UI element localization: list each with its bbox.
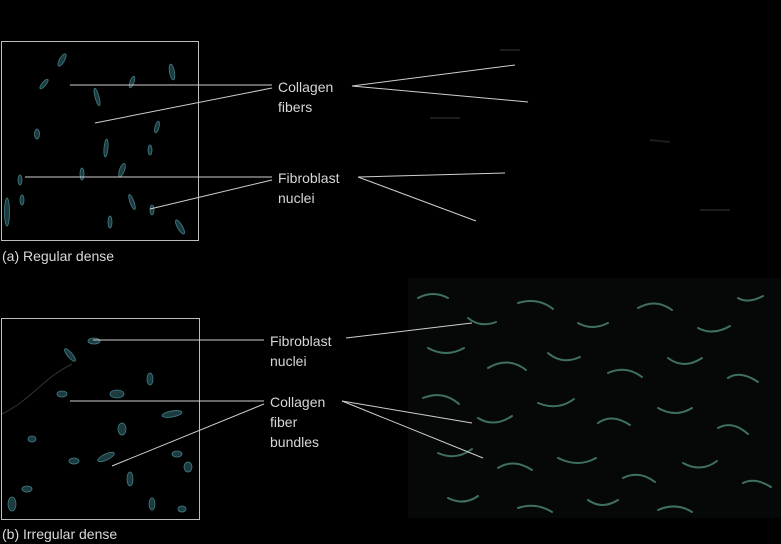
- caption-regular-dense: (a) Regular dense: [2, 248, 115, 264]
- label-line: Collagen: [278, 79, 334, 95]
- label-collagen-fibers: Collagen fibers: [278, 77, 333, 117]
- label-line: nuclei: [270, 353, 307, 369]
- irregular-dense-micrograph: [408, 278, 781, 518]
- irregular-dense-nuclei: [1, 337, 193, 513]
- label-line: Collagen: [270, 394, 326, 410]
- label-line: fibers: [278, 99, 313, 115]
- label-line: bundles: [270, 434, 320, 450]
- label-line: Fibroblast: [270, 333, 332, 349]
- regular-dense-micrograph: [400, 30, 781, 240]
- label-line: nuclei: [278, 190, 315, 206]
- label-collagen-fiber-bundles: Collagen fiber bundles: [270, 392, 325, 452]
- caption-irregular-dense: (b) Irregular dense: [2, 526, 118, 542]
- label-line: Fibroblast: [278, 170, 340, 186]
- regular-dense-nuclei: [4, 53, 185, 235]
- regular-dense-drawing: [1, 41, 199, 241]
- label-fibroblast-nuclei-a: Fibroblast nuclei: [278, 168, 339, 208]
- irregular-dense-drawing: [1, 318, 200, 520]
- label-line: fiber: [270, 414, 298, 430]
- label-fibroblast-nuclei-b: Fibroblast nuclei: [270, 331, 331, 371]
